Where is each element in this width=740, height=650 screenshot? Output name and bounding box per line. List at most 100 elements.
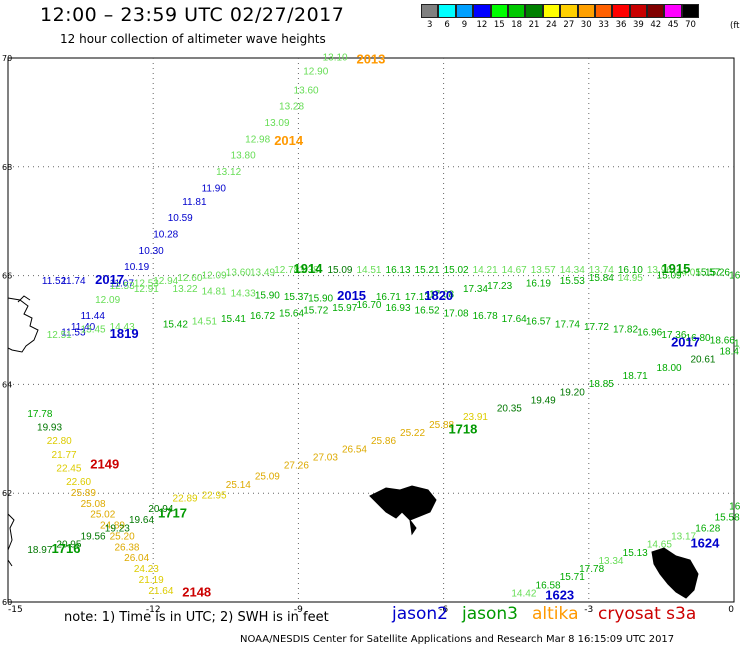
wave-height-value: 20.94 [148,504,173,515]
wave-height-value: 17.08 [444,308,469,319]
color-scale-bin: 21 [525,4,543,30]
wave-height-value: 14.05 [676,268,701,279]
wave-height-value: 21.19 [139,575,164,586]
color-scale-bin: 45 [664,4,682,30]
wave-height-value: 16.57 [526,317,551,328]
color-scale-swatch [473,4,491,18]
faroe-islands-coastline [369,485,437,521]
wave-height-value: 16.70 [356,300,381,311]
wave-height-value: 13.12 [216,167,241,178]
wave-height-value: 11.81 [182,197,207,208]
satellite-legend-altika: altika [532,604,579,624]
wave-height-value: 25.02 [90,510,115,521]
pass-time-label: 1624 [690,536,720,551]
wave-height-value: 17.74 [555,319,580,330]
wave-height-value: 23.91 [463,412,488,423]
pass-time-label: 1717 [158,506,187,521]
wave-height-value: 16.72 [250,311,275,322]
color-scale-bin: 27 [560,4,578,30]
wave-height-value: 12.94 [153,276,178,287]
wave-height-value: 15.72 [303,306,328,317]
wave-height-value: 26.04 [124,553,149,564]
wave-height-value: 14.34 [560,265,585,276]
wave-height-value: 15.53 [560,276,585,287]
wave-height-value: 15.21 [415,265,440,276]
wave-height-value: 14.33 [231,288,256,299]
color-scale-tick-label: 45 [667,20,679,30]
wave-height-value: 13.22 [173,284,198,295]
wave-height-value: 14.51 [356,265,381,276]
wave-height-value: 15.09 [657,270,682,281]
wave-height-value: 18.47 [719,346,740,357]
wave-height-value: 11.90 [202,183,227,194]
faroe-islands-coastline [409,519,417,536]
color-scale-bin: 18 [507,4,526,30]
color-scale-tick-label: 39 [632,20,644,30]
color-scale-swatch [421,4,439,18]
wave-height-value: 27.03 [313,453,338,464]
wave-height-value: 12.09 [202,270,227,281]
color-scale-swatch [612,4,630,18]
wave-height-value: 17.64 [502,314,527,325]
wave-height-value: 21.64 [148,586,173,597]
wave-height-value: 13.57 [531,265,556,276]
pass-time-label: 1819 [110,326,139,341]
wave-height-value: 16.10 [618,265,643,276]
wave-height-value: 10.28 [153,230,178,241]
pass-time-label: 2148 [182,585,211,600]
color-scale-tick-label: 70 [685,20,696,30]
pass-time-label: 1915 [661,261,690,276]
iceland-coastline [7,295,39,353]
color-scale-swatch [594,4,613,18]
wave-height-value: 22.89 [173,493,198,504]
wave-height-value: 11.74 [61,276,86,287]
wave-height-value: 17.78 [579,564,604,575]
color-scale-swatch [560,4,578,18]
color-scale-tick-label: 24 [546,20,557,30]
wave-height-value: 12.90 [303,66,328,77]
wave-height-value: 26.38 [114,542,139,553]
wave-height-value: 13.96 [647,265,672,276]
wave-height-value: 16.52 [415,306,440,317]
wave-height-value: 13.74 [589,265,614,276]
longitude-tick-label: -3 [584,605,593,615]
longitude-tick-label: -6 [439,605,448,615]
wave-height-value: 13.09 [265,118,290,129]
wave-height-value: 14.65 [647,540,672,551]
color-scale-tick-label: 3 [426,20,433,30]
color-scale-tick-label: 21 [528,20,540,30]
pass-time-label: 1718 [448,421,477,436]
wave-height-value: 19.20 [560,387,585,398]
wave-height-value: 15.84 [589,273,614,284]
color-scale-swatch [507,4,526,18]
color-scale-bin: 24 [542,4,561,30]
wave-height-value: 14.42 [511,589,536,600]
pass-time-label: 2149 [90,457,119,472]
color-scale-units: (ft) [730,21,740,31]
wave-height-value: 20.35 [497,404,522,415]
color-scale-tick-label: 12 [476,20,488,30]
color-scale-bin: 70 [681,4,700,30]
wave-height-value: 12.53 [110,281,135,292]
wave-height-value: 26.54 [342,444,367,455]
wave-height-value: 17.72 [584,322,609,333]
wave-height-value: 14.67 [502,265,527,276]
color-scale-swatch [664,4,682,18]
map-subtitle: 12 hour collection of altimeter wave hei… [60,32,326,46]
wave-height-value: 16.19 [526,278,551,289]
wave-height-value: 25.89 [71,488,96,499]
wave-height-value: 22.45 [56,463,81,474]
wave-height-value: 13.60 [226,268,251,279]
wave-height-value: 18.71 [623,371,648,382]
wave-height-value: 19.23 [105,523,130,534]
wave-height-value: 16.96 [637,327,662,338]
wave-height-value: 15.42 [163,319,188,330]
wave-height-value: 25.14 [226,480,251,491]
wave-height-value: 13.34 [598,556,623,567]
color-scale-swatch [629,4,648,18]
wave-height-value: 12.09 [95,295,120,306]
wave-height-value: 20.95 [56,540,81,551]
wave-height-value: 19.64 [129,515,154,526]
wave-height-value: 15.90 [308,294,333,305]
